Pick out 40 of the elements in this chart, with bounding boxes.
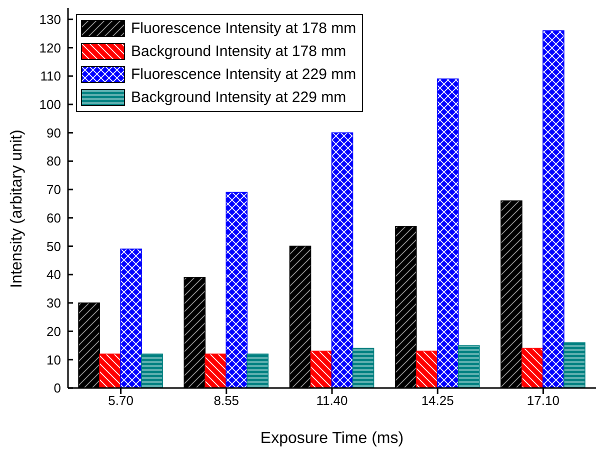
bar: [436, 78, 459, 388]
y-tick-label: 30: [46, 296, 61, 311]
legend-label: Fluorescence Intensity at 178 mm: [131, 20, 356, 37]
x-tick-label: 14.25: [421, 393, 454, 408]
bar: [522, 348, 544, 388]
bar: [331, 132, 354, 388]
legend-label: Fluorescence Intensity at 229 mm: [131, 66, 356, 83]
y-tick-label: 70: [46, 182, 61, 198]
y-tick-label: 20: [46, 324, 61, 339]
y-tick-label: 90: [46, 125, 61, 140]
bar: [416, 350, 438, 388]
bar: [352, 348, 374, 388]
bar: [458, 345, 480, 388]
bar: [120, 248, 142, 388]
bar: [542, 30, 564, 388]
x-tick-label: 17.10: [526, 393, 560, 408]
x-tick-label: 11.40: [316, 393, 348, 408]
y-tick-label: 10: [46, 352, 61, 368]
y-tick-label: 120: [39, 40, 61, 56]
bar: [204, 354, 227, 388]
x-tick-label: 5.70: [108, 393, 134, 408]
y-tick-label: 0: [54, 380, 61, 396]
y-tick-label: 110: [40, 68, 61, 84]
y-tick-label: 130: [39, 12, 61, 27]
legend-label: Background Intensity at 229 mm: [131, 89, 346, 106]
bar: [141, 354, 163, 388]
y-tick-label: 40: [46, 267, 61, 282]
bar: [99, 354, 121, 388]
y-tick-label: 60: [46, 210, 61, 226]
x-tick-label: 8.55: [214, 393, 240, 408]
bar: [310, 350, 332, 388]
x-axis-title: Exposure Time (ms): [260, 430, 404, 447]
y-tick-label: 100: [39, 97, 61, 112]
legend-label: Background Intensity at 178 mm: [131, 43, 346, 60]
bar: [246, 354, 269, 388]
y-axis-title: Intensity (arbitary unit): [8, 130, 26, 288]
bar: [226, 192, 248, 388]
bar: [564, 342, 586, 388]
y-tick-label: 80: [46, 154, 61, 169]
y-tick-label: 50: [46, 238, 61, 254]
